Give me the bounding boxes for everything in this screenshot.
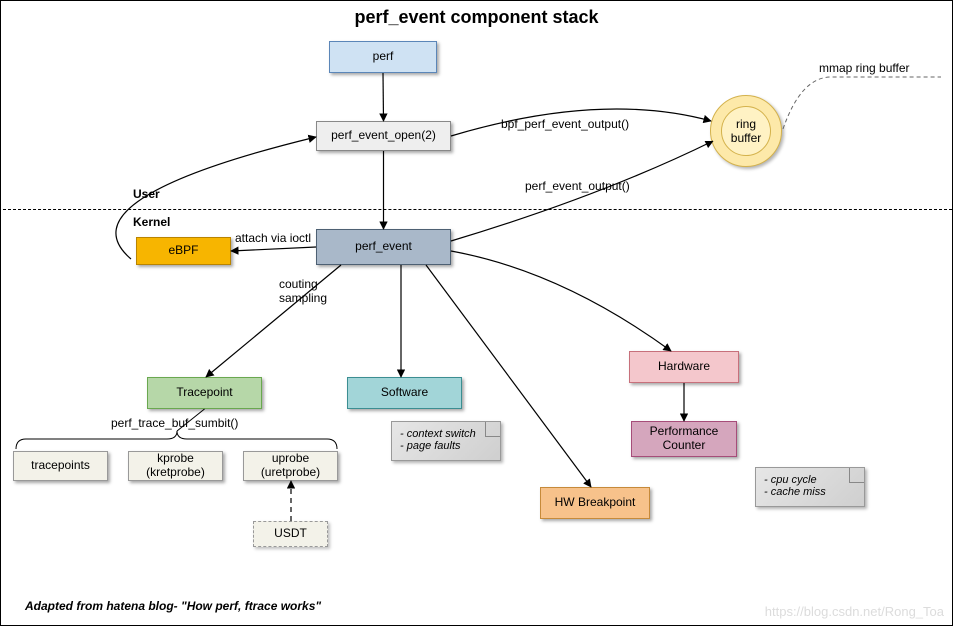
label-mmap-ring-buffer: mmap ring buffer <box>819 61 910 75</box>
node-software: Software <box>347 377 462 409</box>
label-counting-sampling: couting sampling <box>279 277 327 305</box>
user-kernel-divider <box>3 209 952 210</box>
note-software: - context switch - page faults <box>391 421 501 461</box>
label-perf-event-output: perf_event_output() <box>525 179 630 193</box>
node-perf-event-open: perf_event_open(2) <box>316 121 451 151</box>
label-attach-via-ioctl: attach via ioctl <box>235 231 311 245</box>
node-kprobe: kprobe (kretprobe) <box>128 451 223 481</box>
node-uprobe: uprobe (uretprobe) <box>243 451 338 481</box>
note-line: - page faults <box>400 440 492 452</box>
node-tracepoints: tracepoints <box>13 451 108 481</box>
node-hardware: Hardware <box>629 351 739 383</box>
node-perf-event: perf_event <box>316 229 451 265</box>
footer-credit: Adapted from hatena blog- "How perf, ftr… <box>25 599 321 613</box>
arrows-overlay <box>1 1 953 626</box>
note-hardware: - cpu cycle - cache miss <box>755 467 865 507</box>
node-tracepoint: Tracepoint <box>147 377 262 409</box>
node-performance-counter: Performance Counter <box>631 421 737 457</box>
node-ebpf: eBPF <box>136 237 231 265</box>
note-line: - cpu cycle <box>764 474 856 486</box>
diagram-title: perf_event component stack <box>1 7 952 28</box>
node-usdt: USDT <box>253 521 328 547</box>
note-line: - cache miss <box>764 486 856 498</box>
ring-buffer-label: ring buffer <box>716 117 776 145</box>
note-corner-icon <box>849 468 864 483</box>
note-corner-icon <box>485 422 500 437</box>
watermark: https://blog.csdn.net/Rong_Toa <box>765 604 944 619</box>
node-hw-breakpoint: HW Breakpoint <box>540 487 650 519</box>
note-line: - context switch <box>400 428 492 440</box>
node-perf: perf <box>329 41 437 73</box>
diagram-canvas: perf_event component stack perf perf_eve… <box>0 0 953 626</box>
layer-user-label: User <box>133 187 160 201</box>
label-bpf-perf-event-output: bpf_perf_event_output() <box>501 117 629 131</box>
layer-kernel-label: Kernel <box>133 215 170 229</box>
label-perf-trace-buf-sumbit: perf_trace_buf_sumbit() <box>111 416 238 430</box>
